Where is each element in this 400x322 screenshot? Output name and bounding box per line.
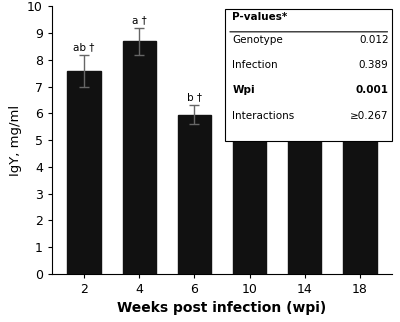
Y-axis label: IgY, mg/ml: IgY, mg/ml <box>8 105 22 175</box>
Text: ab: ab <box>354 54 366 64</box>
Text: 0.012: 0.012 <box>359 34 389 44</box>
Text: ab †: ab † <box>73 42 95 52</box>
X-axis label: Weeks post infection (wpi): Weeks post infection (wpi) <box>117 301 327 315</box>
Bar <box>233 90 266 274</box>
Text: 0.389: 0.389 <box>359 60 389 70</box>
Text: 0.001: 0.001 <box>356 85 389 95</box>
Text: Infection: Infection <box>232 60 278 70</box>
FancyBboxPatch shape <box>226 9 392 141</box>
Text: Genotype: Genotype <box>232 34 283 44</box>
Bar <box>123 41 156 274</box>
Text: b: b <box>302 82 308 92</box>
Text: a †: a † <box>132 15 146 25</box>
Text: ab †: ab † <box>239 63 260 73</box>
Bar <box>288 105 321 274</box>
Bar <box>344 80 376 274</box>
Text: b †: b † <box>187 93 202 103</box>
Bar <box>68 71 100 274</box>
Text: Wpi: Wpi <box>232 85 255 95</box>
Text: P-values*: P-values* <box>232 12 288 22</box>
Bar <box>178 115 211 274</box>
Text: ≥0.267: ≥0.267 <box>350 111 389 121</box>
Text: Interactions: Interactions <box>232 111 294 121</box>
